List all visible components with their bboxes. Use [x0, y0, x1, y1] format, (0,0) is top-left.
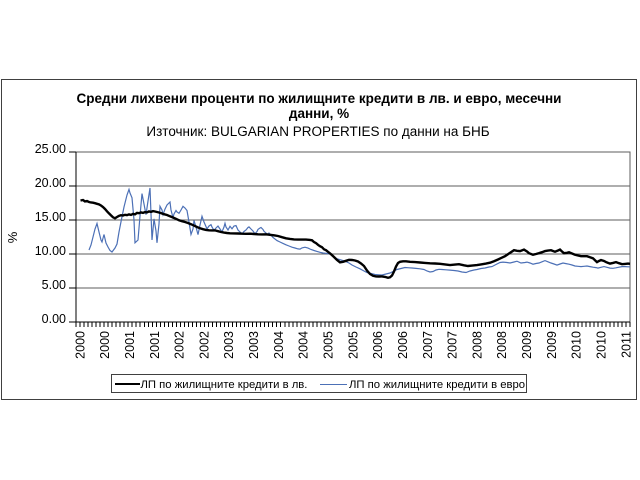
svg-text:2004: 2004	[297, 331, 311, 359]
svg-text:2001: 2001	[123, 331, 137, 359]
svg-text:2007: 2007	[421, 331, 435, 359]
svg-text:2009: 2009	[545, 331, 559, 359]
svg-text:2002: 2002	[197, 331, 211, 359]
svg-text:2006: 2006	[396, 331, 410, 359]
svg-text:2006: 2006	[371, 331, 385, 359]
svg-text:2010: 2010	[570, 331, 584, 359]
svg-text:2005: 2005	[322, 331, 336, 359]
svg-text:2010: 2010	[595, 331, 609, 359]
svg-text:2002: 2002	[173, 331, 187, 359]
svg-text:2003: 2003	[222, 331, 236, 359]
svg-text:ЛП по жилищните кредити в евро: ЛП по жилищните кредити в евро	[349, 379, 525, 391]
svg-text:2007: 2007	[446, 331, 460, 359]
svg-text:ЛП по жилищните кредити в лв.: ЛП по жилищните кредити в лв.	[141, 379, 308, 391]
svg-text:2001: 2001	[148, 331, 162, 359]
svg-text:5.00: 5.00	[42, 278, 66, 292]
svg-text:2003: 2003	[247, 331, 261, 359]
svg-text:0.00: 0.00	[42, 312, 66, 326]
svg-text:15.00: 15.00	[35, 210, 66, 224]
svg-text:20.00: 20.00	[35, 176, 66, 190]
svg-text:2005: 2005	[346, 331, 360, 359]
svg-text:2000: 2000	[98, 331, 112, 359]
svg-text:%: %	[5, 231, 20, 243]
svg-text:2008: 2008	[470, 331, 484, 359]
svg-text:2000: 2000	[73, 331, 87, 359]
svg-text:2004: 2004	[272, 331, 286, 359]
svg-text:2008: 2008	[495, 331, 509, 359]
svg-text:25.00: 25.00	[35, 142, 66, 156]
svg-text:2009: 2009	[520, 331, 534, 359]
svg-text:2011: 2011	[619, 331, 633, 358]
svg-text:10.00: 10.00	[35, 244, 66, 258]
